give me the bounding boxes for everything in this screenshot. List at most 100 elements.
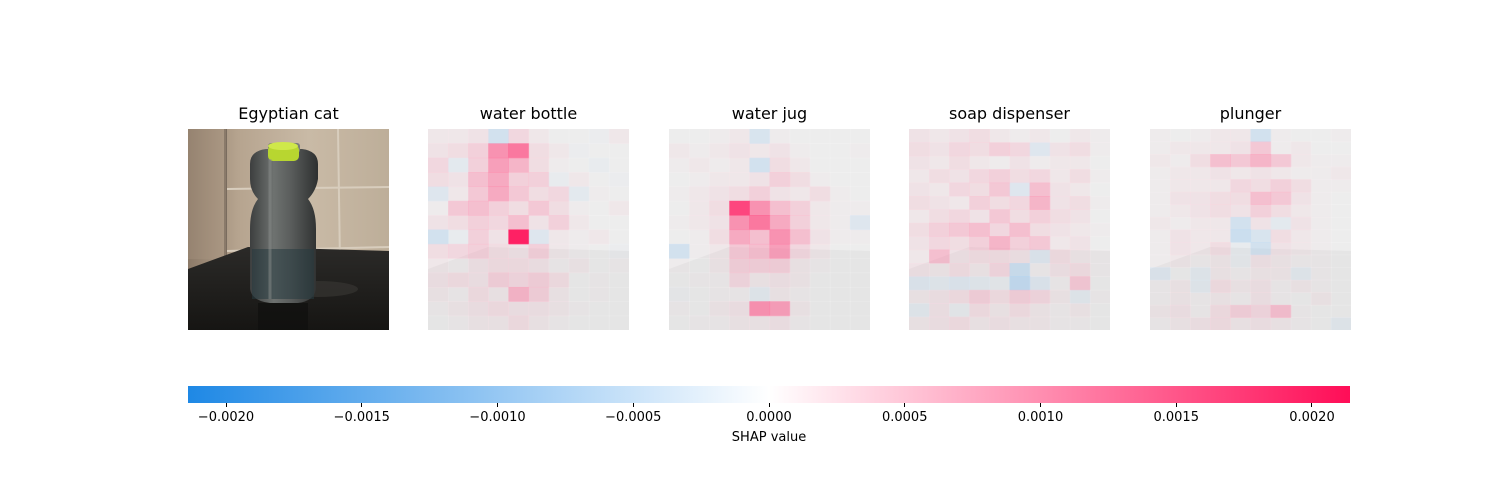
shap-cell xyxy=(769,143,791,159)
shap-cell xyxy=(588,200,610,216)
shap-cell xyxy=(1330,141,1351,155)
shap-cell xyxy=(1049,249,1071,264)
shap-cell xyxy=(428,186,449,202)
shap-cell xyxy=(709,286,730,302)
shap-cell xyxy=(448,286,469,302)
shap-cell xyxy=(769,272,791,288)
shap-cell xyxy=(528,200,550,216)
shap-cell xyxy=(448,200,469,216)
shap-cell xyxy=(769,200,791,216)
shap-cell xyxy=(468,229,489,245)
shap-cell xyxy=(929,209,950,224)
shap-cell xyxy=(508,215,530,231)
shap-cell xyxy=(1170,304,1191,319)
shap-cell xyxy=(969,236,990,251)
shap-cell xyxy=(468,143,489,159)
shap-cell xyxy=(1190,129,1211,143)
shap-cell xyxy=(1230,279,1252,293)
shap-cell xyxy=(1230,216,1252,231)
shap-cell xyxy=(749,215,771,231)
shap-cell xyxy=(1009,289,1031,304)
shap-cell xyxy=(849,258,870,274)
shap-cell xyxy=(949,142,970,157)
shap-cell xyxy=(829,200,851,216)
shap-cell xyxy=(989,276,1011,291)
shap-cell xyxy=(1170,242,1191,256)
shap-cell xyxy=(1069,209,1091,224)
shap-cell xyxy=(1170,292,1191,306)
shap-cell xyxy=(829,157,851,173)
shap-cell xyxy=(568,258,590,274)
shap-cell xyxy=(1330,229,1351,243)
shap-cell xyxy=(468,315,489,330)
shap-cell xyxy=(1089,263,1110,277)
shap-cell xyxy=(969,222,990,237)
colorbar-label: SHAP value xyxy=(731,430,807,445)
shap-cell xyxy=(428,243,449,259)
shap-cell xyxy=(1069,196,1091,210)
shap-cell xyxy=(1250,317,1272,330)
shap-cell xyxy=(1230,304,1252,319)
shap-cell xyxy=(1250,154,1272,168)
shap-cell xyxy=(1170,129,1191,143)
shap-cell xyxy=(1069,155,1091,170)
shap-cell xyxy=(1069,276,1091,291)
shap-cell xyxy=(789,286,811,302)
shap-cell xyxy=(1150,292,1171,306)
shap-cell xyxy=(789,258,811,274)
shap-cell xyxy=(488,215,509,231)
shap-cell xyxy=(1029,222,1051,237)
shap-cell xyxy=(1029,236,1051,251)
shap-cell xyxy=(989,263,1011,277)
shap-cell xyxy=(428,301,449,317)
shap-cell xyxy=(909,289,930,304)
shap-cell xyxy=(448,272,469,288)
shap-cell xyxy=(488,315,509,330)
shap-cell xyxy=(669,129,690,144)
shap-cell xyxy=(1170,254,1191,268)
shap-cell xyxy=(729,143,750,159)
panel-title-class-1: water bottle xyxy=(479,104,578,123)
shap-cell xyxy=(1210,267,1231,281)
shap-cell xyxy=(829,301,851,317)
shap-cell xyxy=(969,249,990,264)
shap-cell xyxy=(949,303,970,318)
shap-cell xyxy=(849,301,870,317)
shap-cell xyxy=(909,236,930,251)
shap-cell xyxy=(1310,154,1332,168)
shap-cell xyxy=(1170,191,1191,205)
shap-cell xyxy=(949,196,970,210)
shap-cell xyxy=(1270,166,1292,180)
shap-cell xyxy=(1150,191,1171,205)
shap-cell xyxy=(1009,276,1031,291)
shap-cell xyxy=(729,258,750,274)
shap-cell xyxy=(1330,154,1351,168)
shap-cell xyxy=(1310,204,1332,218)
shap-cell xyxy=(1330,317,1351,330)
shap-cell xyxy=(969,276,990,291)
shap-cell xyxy=(709,301,730,317)
shap-cell xyxy=(508,272,530,288)
shap-cell xyxy=(1290,304,1312,319)
shap-cell xyxy=(568,200,590,216)
shap-cell xyxy=(1250,229,1272,243)
shap-cell xyxy=(1170,216,1191,231)
shap-cell xyxy=(588,186,610,202)
shap-cell xyxy=(809,229,831,245)
shap-cell xyxy=(909,276,930,291)
shap-cell xyxy=(949,249,970,264)
shap-cell xyxy=(588,272,610,288)
shap-cell xyxy=(468,301,489,317)
shap-cell xyxy=(669,243,690,259)
shap-cell xyxy=(488,200,509,216)
shap-cell xyxy=(1330,267,1351,281)
shap-cell xyxy=(1190,179,1211,193)
shap-cell xyxy=(1049,182,1071,197)
shap-cell xyxy=(508,157,530,173)
shap-cell xyxy=(1190,267,1211,281)
shap-cell xyxy=(568,143,590,159)
shap-cell xyxy=(769,157,791,173)
shap-cell xyxy=(488,243,509,259)
shap-cell xyxy=(709,157,730,173)
shap-cell xyxy=(1290,179,1312,193)
